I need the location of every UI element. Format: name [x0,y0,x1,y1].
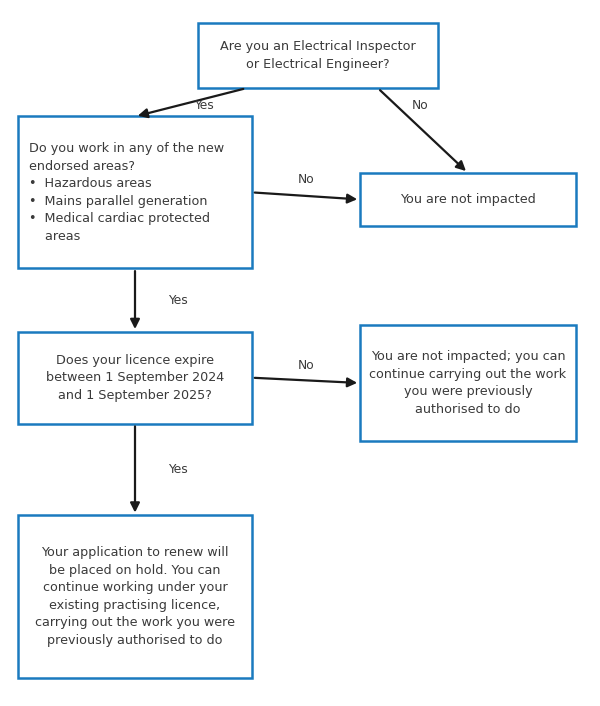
Text: Yes: Yes [168,463,188,476]
Text: No: No [412,100,428,112]
Text: Yes: Yes [194,100,214,112]
FancyBboxPatch shape [18,515,252,678]
Text: Are you an Electrical Inspector
or Electrical Engineer?: Are you an Electrical Inspector or Elect… [220,40,416,71]
FancyBboxPatch shape [198,23,438,88]
Text: You are not impacted: You are not impacted [400,193,536,206]
Text: Yes: Yes [168,294,188,306]
FancyBboxPatch shape [18,116,252,268]
Text: No: No [298,359,314,371]
Text: Does your licence expire
between 1 September 2024
and 1 September 2025?: Does your licence expire between 1 Septe… [46,354,224,402]
FancyBboxPatch shape [360,173,576,226]
FancyBboxPatch shape [360,325,576,441]
Text: No: No [298,173,314,186]
FancyBboxPatch shape [18,332,252,424]
Text: Do you work in any of the new
endorsed areas?
•  Hazardous areas
•  Mains parall: Do you work in any of the new endorsed a… [29,142,224,243]
Text: You are not impacted; you can
continue carrying out the work
you were previously: You are not impacted; you can continue c… [370,350,566,416]
Text: Your application to renew will
be placed on hold. You can
continue working under: Your application to renew will be placed… [35,546,235,647]
